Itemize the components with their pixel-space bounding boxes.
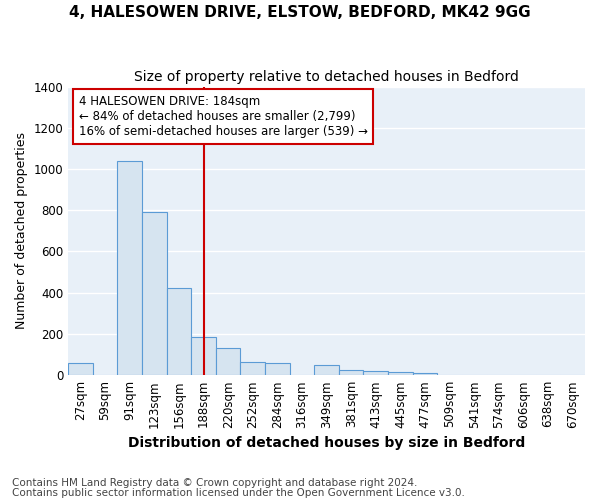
Bar <box>364 371 388 375</box>
Bar <box>216 348 241 375</box>
X-axis label: Distribution of detached houses by size in Bedford: Distribution of detached houses by size … <box>128 436 525 450</box>
Title: Size of property relative to detached houses in Bedford: Size of property relative to detached ho… <box>134 70 519 84</box>
Bar <box>413 373 437 375</box>
Text: 4 HALESOWEN DRIVE: 184sqm
← 84% of detached houses are smaller (2,799)
16% of se: 4 HALESOWEN DRIVE: 184sqm ← 84% of detac… <box>79 95 368 138</box>
Bar <box>191 337 216 375</box>
Bar <box>142 212 167 375</box>
Bar <box>339 370 364 375</box>
Bar <box>388 372 413 375</box>
Bar <box>167 288 191 375</box>
Bar <box>118 161 142 375</box>
Text: 4, HALESOWEN DRIVE, ELSTOW, BEDFORD, MK42 9GG: 4, HALESOWEN DRIVE, ELSTOW, BEDFORD, MK4… <box>69 5 531 20</box>
Text: Contains public sector information licensed under the Open Government Licence v3: Contains public sector information licen… <box>12 488 465 498</box>
Bar <box>314 365 339 375</box>
Text: Contains HM Land Registry data © Crown copyright and database right 2024.: Contains HM Land Registry data © Crown c… <box>12 478 418 488</box>
Bar <box>68 364 93 375</box>
Y-axis label: Number of detached properties: Number of detached properties <box>15 132 28 330</box>
Bar <box>241 362 265 375</box>
Bar <box>265 363 290 375</box>
